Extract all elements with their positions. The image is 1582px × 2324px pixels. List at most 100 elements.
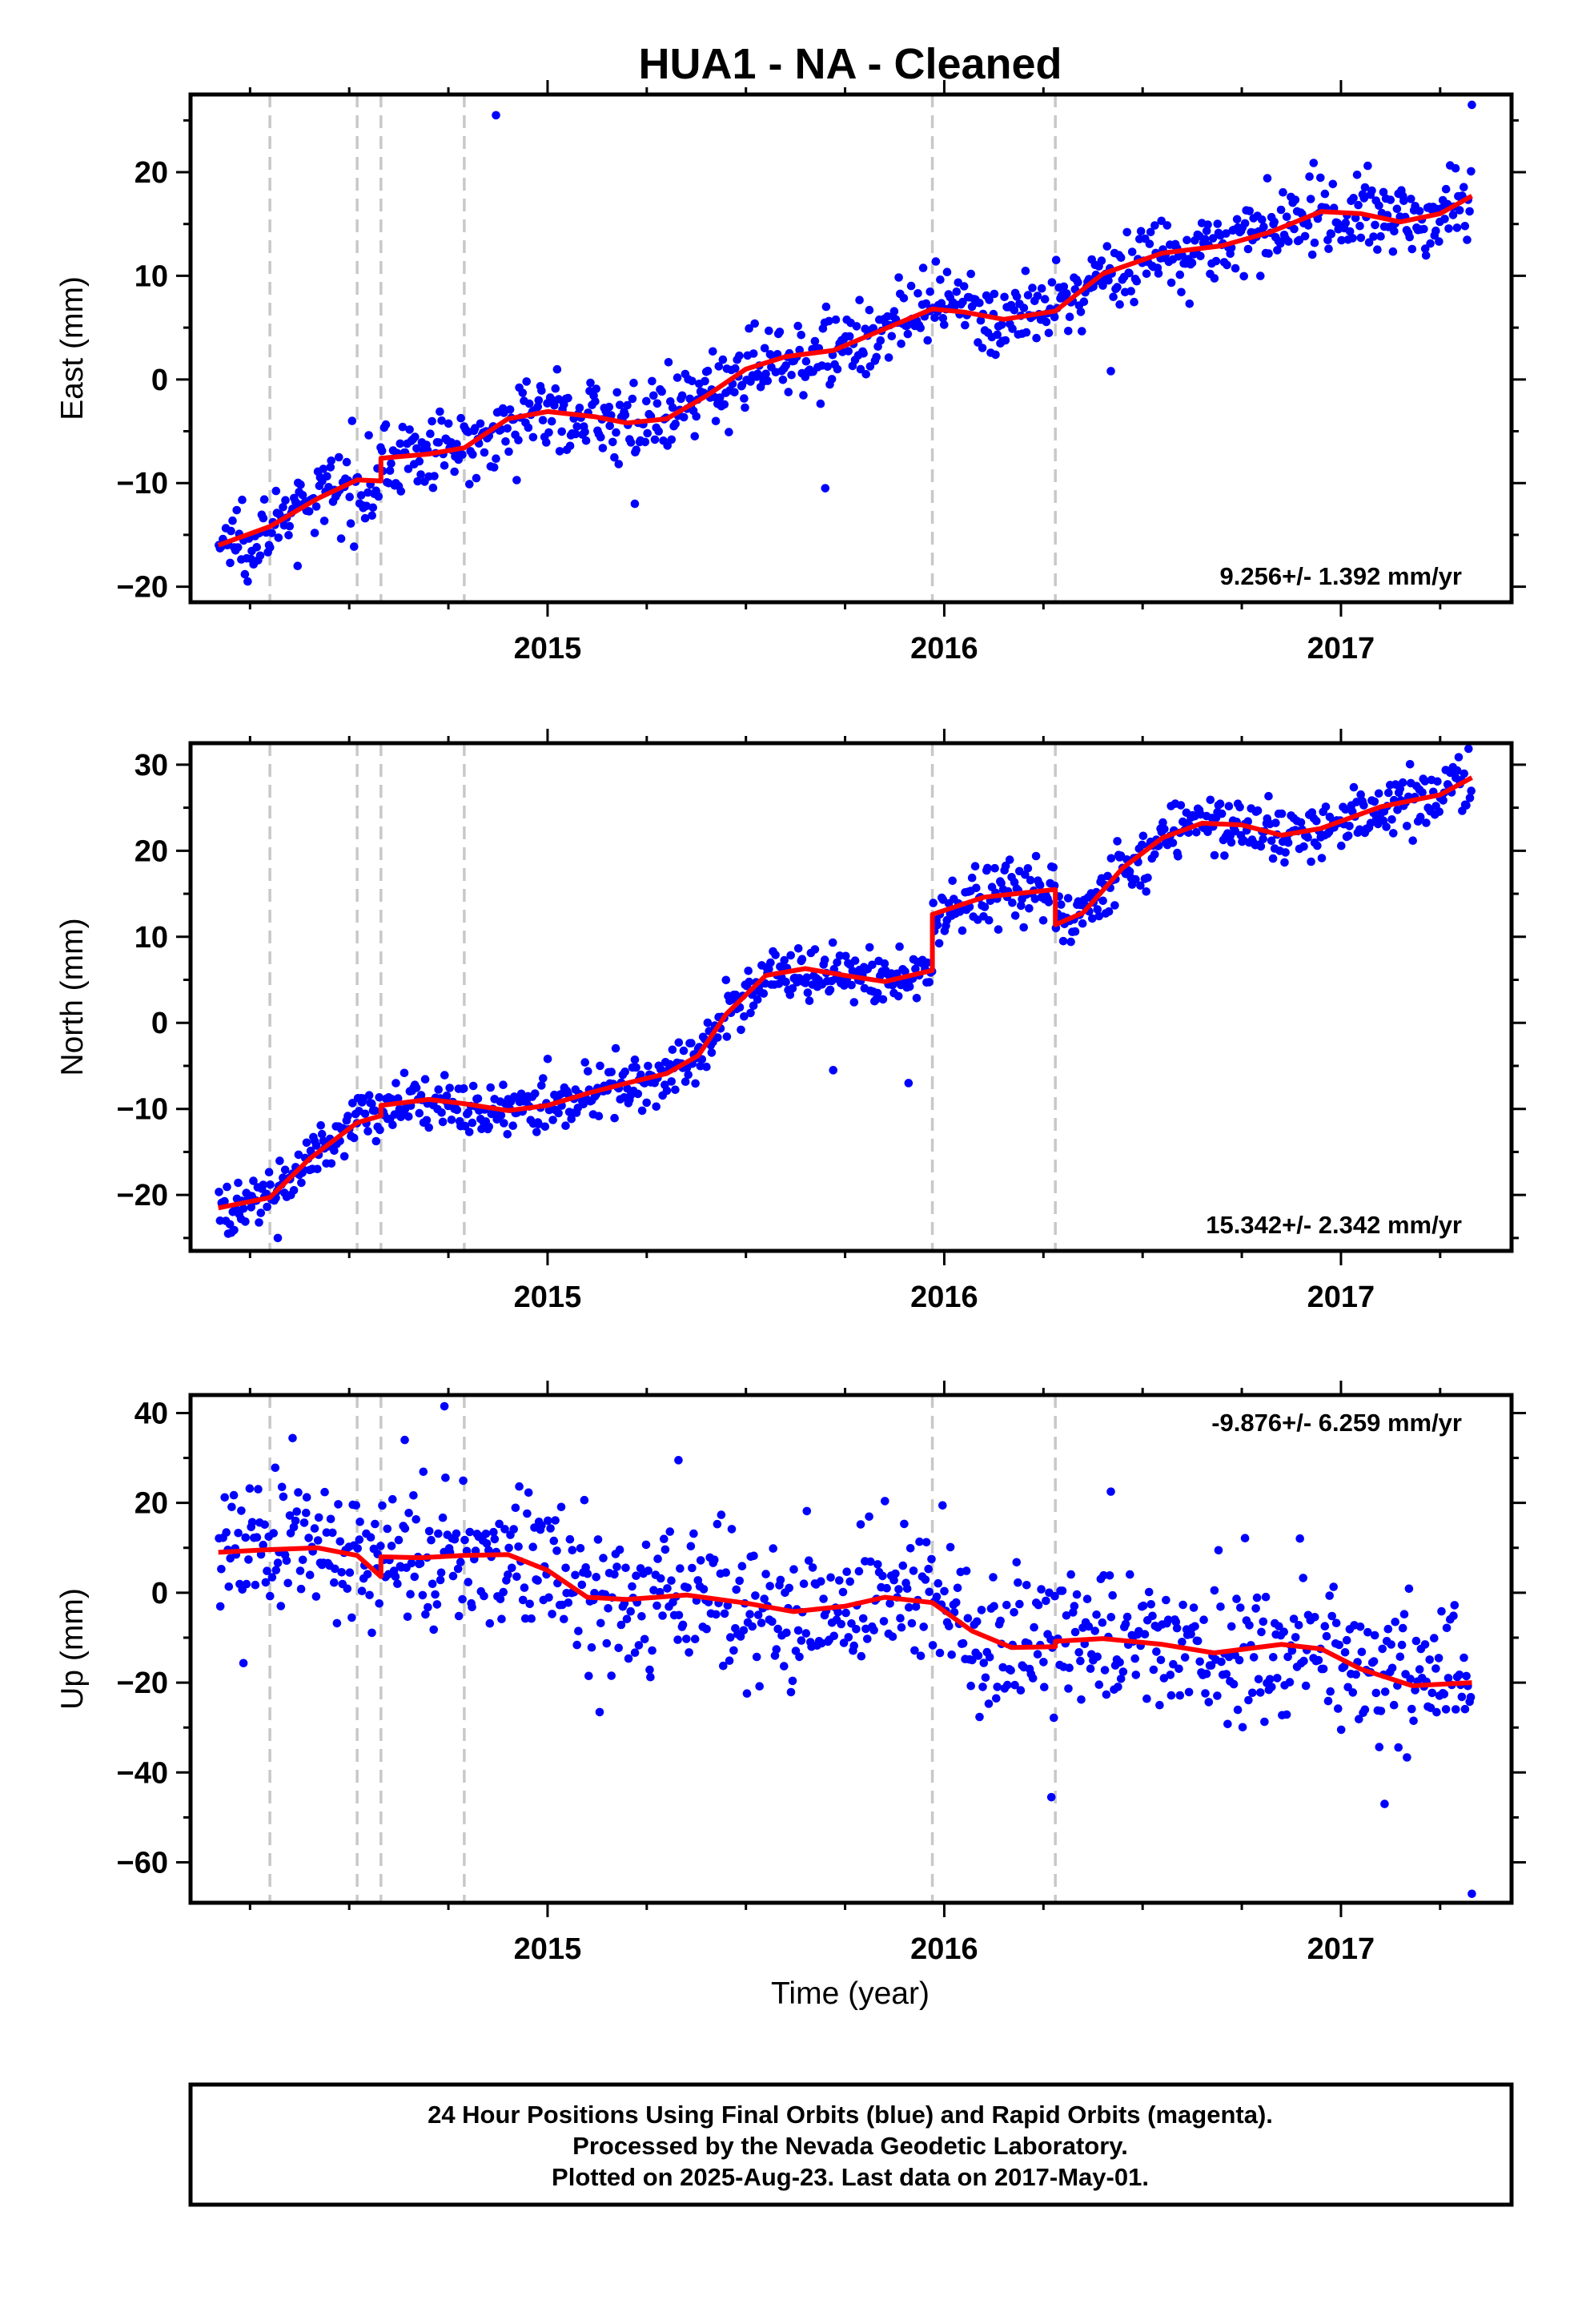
data-point — [1268, 854, 1278, 863]
data-point — [711, 416, 721, 426]
data-point — [1454, 753, 1464, 762]
data-point — [1149, 1665, 1158, 1675]
data-point — [720, 1609, 729, 1618]
data-point — [673, 373, 682, 382]
data-point — [283, 1578, 293, 1588]
data-point — [337, 1568, 347, 1577]
data-point — [1224, 802, 1234, 810]
data-point — [1407, 195, 1415, 203]
data-point — [1273, 1674, 1282, 1683]
data-point — [701, 376, 709, 386]
data-point — [503, 424, 512, 433]
data-point — [580, 428, 589, 436]
data-point — [650, 435, 660, 444]
data-point — [827, 375, 837, 384]
data-point — [620, 410, 630, 420]
data-point — [1437, 1606, 1446, 1616]
data-point — [1232, 215, 1242, 224]
data-point — [263, 1202, 271, 1212]
data-point — [1415, 1665, 1424, 1674]
y-tick-label: 30 — [135, 749, 168, 782]
data-point — [476, 419, 485, 428]
data-point — [713, 1519, 722, 1529]
data-point — [1040, 1683, 1049, 1691]
east-rate-label: 9.256+/- 1.392 mm/yr — [1220, 562, 1462, 590]
data-point — [1113, 283, 1122, 292]
data-point — [620, 1068, 629, 1076]
data-point — [403, 1612, 412, 1622]
data-point — [1295, 1534, 1304, 1543]
data-point — [610, 1570, 619, 1579]
data-point — [1256, 271, 1265, 280]
data-point — [841, 951, 850, 961]
data-point — [304, 507, 314, 516]
data-point — [749, 1001, 758, 1011]
data-point — [1299, 1656, 1308, 1666]
data-point — [557, 427, 566, 436]
data-point — [1356, 790, 1365, 799]
data-point — [407, 1558, 416, 1568]
data-point — [992, 1694, 1001, 1703]
data-point — [1098, 281, 1107, 290]
data-point — [460, 1084, 468, 1093]
data-point — [924, 1564, 933, 1574]
data-point — [1038, 916, 1048, 925]
data-point — [581, 436, 591, 445]
data-point — [452, 1105, 462, 1115]
data-point — [605, 421, 614, 430]
data-point — [450, 467, 459, 476]
data-point — [1254, 1675, 1263, 1684]
data-point — [1448, 211, 1458, 219]
data-point — [1466, 1693, 1476, 1702]
data-point — [1427, 1688, 1437, 1698]
data-point — [891, 1569, 900, 1578]
data-point — [641, 1540, 651, 1550]
x-axis-label: Time (year) — [771, 1976, 930, 2011]
data-point — [865, 362, 875, 371]
data-point — [532, 1128, 541, 1136]
data-point — [1287, 1646, 1297, 1655]
data-point — [452, 440, 461, 448]
data-point — [1114, 1683, 1122, 1691]
data-point — [1261, 1592, 1271, 1602]
data-point — [1467, 167, 1476, 176]
data-point — [1016, 1686, 1026, 1695]
data-point — [1281, 848, 1290, 857]
data-point — [1280, 858, 1289, 867]
data-point — [872, 995, 881, 1004]
data-point — [835, 1576, 844, 1585]
data-point — [445, 1084, 454, 1092]
data-point — [1349, 194, 1358, 203]
data-point — [1066, 937, 1075, 947]
data-point — [1382, 822, 1391, 831]
data-point — [1104, 275, 1113, 285]
data-point — [946, 1542, 955, 1552]
data-point — [926, 287, 934, 296]
data-point — [1206, 795, 1215, 805]
data-point — [430, 472, 439, 480]
data-point — [910, 1646, 919, 1655]
data-point — [744, 967, 753, 975]
data-point — [247, 1518, 257, 1527]
data-point — [1379, 187, 1388, 197]
data-point — [1115, 300, 1124, 309]
data-point — [1389, 829, 1398, 838]
data-point — [626, 1606, 635, 1616]
data-point — [410, 1572, 420, 1582]
data-point — [227, 1502, 236, 1512]
data-point — [720, 400, 729, 409]
data-point — [412, 444, 421, 453]
data-point — [1415, 812, 1425, 822]
data-point — [598, 444, 608, 452]
data-point — [784, 388, 793, 396]
data-point — [1105, 1571, 1114, 1580]
data-point — [753, 995, 762, 1004]
y-tick-label: −60 — [117, 1847, 168, 1880]
data-point — [801, 356, 811, 366]
data-point — [931, 257, 941, 266]
data-point — [861, 370, 870, 379]
data-point — [280, 1165, 290, 1175]
east-fit-line — [217, 194, 1473, 548]
data-point — [1387, 1663, 1397, 1673]
data-point — [580, 1495, 589, 1505]
